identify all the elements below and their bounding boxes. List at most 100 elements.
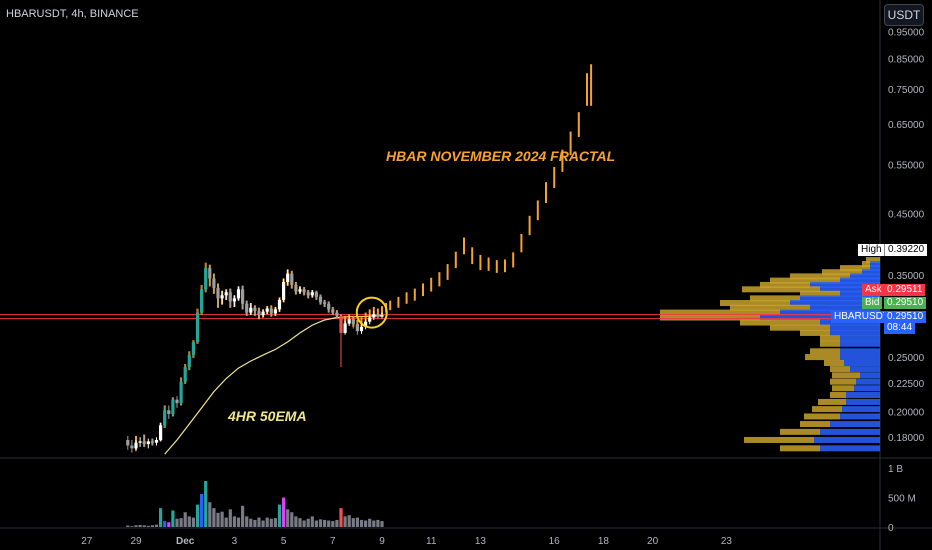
volume-profile-bar — [856, 378, 880, 385]
volume-bar — [216, 512, 220, 527]
volume-profile-bar — [750, 295, 800, 302]
candle-body — [253, 307, 257, 311]
high-label: High — [858, 244, 885, 256]
candle-body — [232, 298, 236, 302]
volume-profile-bar — [846, 398, 880, 405]
volume-profile-bar — [862, 261, 870, 268]
volume-profile-bar — [814, 436, 880, 443]
volume-bar — [159, 508, 163, 527]
volume-profile-bar — [850, 366, 880, 373]
candle-body — [302, 289, 306, 293]
volume-bar — [245, 516, 249, 527]
volume-tick-label: 1 B — [888, 464, 903, 475]
volume-profile-bar — [850, 273, 880, 280]
volume-bar — [355, 517, 359, 527]
candle-body — [167, 410, 171, 414]
volume-profile-bar — [830, 366, 850, 373]
volume-profile-bar — [840, 348, 880, 355]
ask-value: 0.29511 — [884, 284, 926, 296]
volume-profile-bar — [840, 335, 880, 342]
candle-body — [355, 324, 359, 332]
volume-bar — [347, 515, 351, 527]
candle-body — [314, 292, 318, 297]
candle-body — [277, 299, 282, 310]
volume-profile-bar — [720, 300, 790, 307]
volume-bar — [286, 509, 290, 527]
candle-body — [294, 284, 298, 292]
candle-body — [159, 425, 163, 440]
volume-bar — [351, 518, 355, 527]
volume-profile-bar — [780, 445, 820, 452]
y-tick-label: 0.65000 — [888, 120, 925, 131]
volume-bar — [277, 504, 282, 527]
volume-profile-bar — [810, 304, 880, 311]
candle-body — [175, 399, 179, 404]
volume-profile-bar — [740, 319, 820, 326]
candle-body — [380, 315, 384, 317]
highlight-circle — [355, 296, 388, 329]
candle-body — [191, 341, 195, 356]
candle-body — [249, 307, 253, 313]
volume-bar — [298, 518, 302, 527]
volume-profile-bar — [830, 329, 880, 336]
volume-profile-bar — [810, 281, 880, 288]
volume-bar — [220, 511, 224, 527]
candle-body — [298, 289, 302, 292]
volume-bar — [306, 518, 310, 527]
volume-profile-bar — [846, 392, 880, 399]
x-tick-label: 11 — [426, 536, 437, 547]
volume-bar — [265, 517, 269, 527]
volume-profile-bar — [804, 413, 840, 420]
volume-profile-bar — [840, 413, 880, 420]
volume-profile-bar — [824, 360, 844, 367]
candle-body — [208, 268, 212, 279]
volume-profile-bar — [870, 265, 880, 272]
volume-profile-bar — [780, 428, 820, 435]
volume-profile-bar — [854, 385, 880, 392]
volume-profile-bar — [742, 286, 820, 293]
volume-bar — [146, 525, 150, 527]
ema-annotation: 4HR 50EMA — [228, 408, 307, 424]
volume-bar — [294, 516, 298, 527]
volume-bar — [195, 504, 200, 527]
candle-body — [343, 323, 347, 333]
volume-profile-bar — [840, 354, 880, 361]
candle-body — [179, 381, 183, 404]
volume-bar — [130, 526, 134, 527]
volume-profile-bar — [800, 290, 840, 297]
volume-profile-bar — [860, 372, 880, 379]
volume-tick-label: 500 M — [888, 494, 916, 505]
volume-bar — [126, 525, 130, 527]
candle-body — [327, 303, 331, 310]
volume-bar — [171, 510, 175, 527]
candle-body — [331, 309, 335, 313]
candle-body — [130, 445, 134, 449]
x-tick-label: 27 — [81, 536, 93, 547]
candle-body — [236, 289, 241, 299]
volume-profile-bar — [822, 269, 862, 276]
candle-body — [290, 273, 294, 285]
volume-profile-bar — [832, 372, 860, 379]
candle-body — [204, 268, 208, 290]
volume-profile-bar — [840, 265, 870, 272]
volume-bar — [142, 525, 146, 527]
x-tick-label: 7 — [330, 536, 336, 547]
x-tick-label: 3 — [232, 536, 238, 547]
y-tick-label: 0.22500 — [888, 379, 925, 390]
y-tick-label: 0.75000 — [888, 85, 925, 96]
volume-bar — [310, 516, 314, 527]
candle-body — [212, 278, 216, 288]
volume-bar — [261, 520, 265, 527]
candle-body — [359, 326, 364, 332]
candle-body — [228, 292, 232, 302]
volume-bar — [154, 524, 159, 527]
volume-bar — [257, 517, 261, 527]
volume-profile-bar — [840, 340, 880, 347]
volume-profile-bar — [866, 257, 880, 264]
volume-bar — [167, 522, 171, 527]
currency-button[interactable]: USDT — [884, 4, 924, 26]
volume-profile-bar — [800, 295, 880, 302]
candle-body — [224, 292, 228, 296]
volume-bar — [376, 519, 380, 527]
